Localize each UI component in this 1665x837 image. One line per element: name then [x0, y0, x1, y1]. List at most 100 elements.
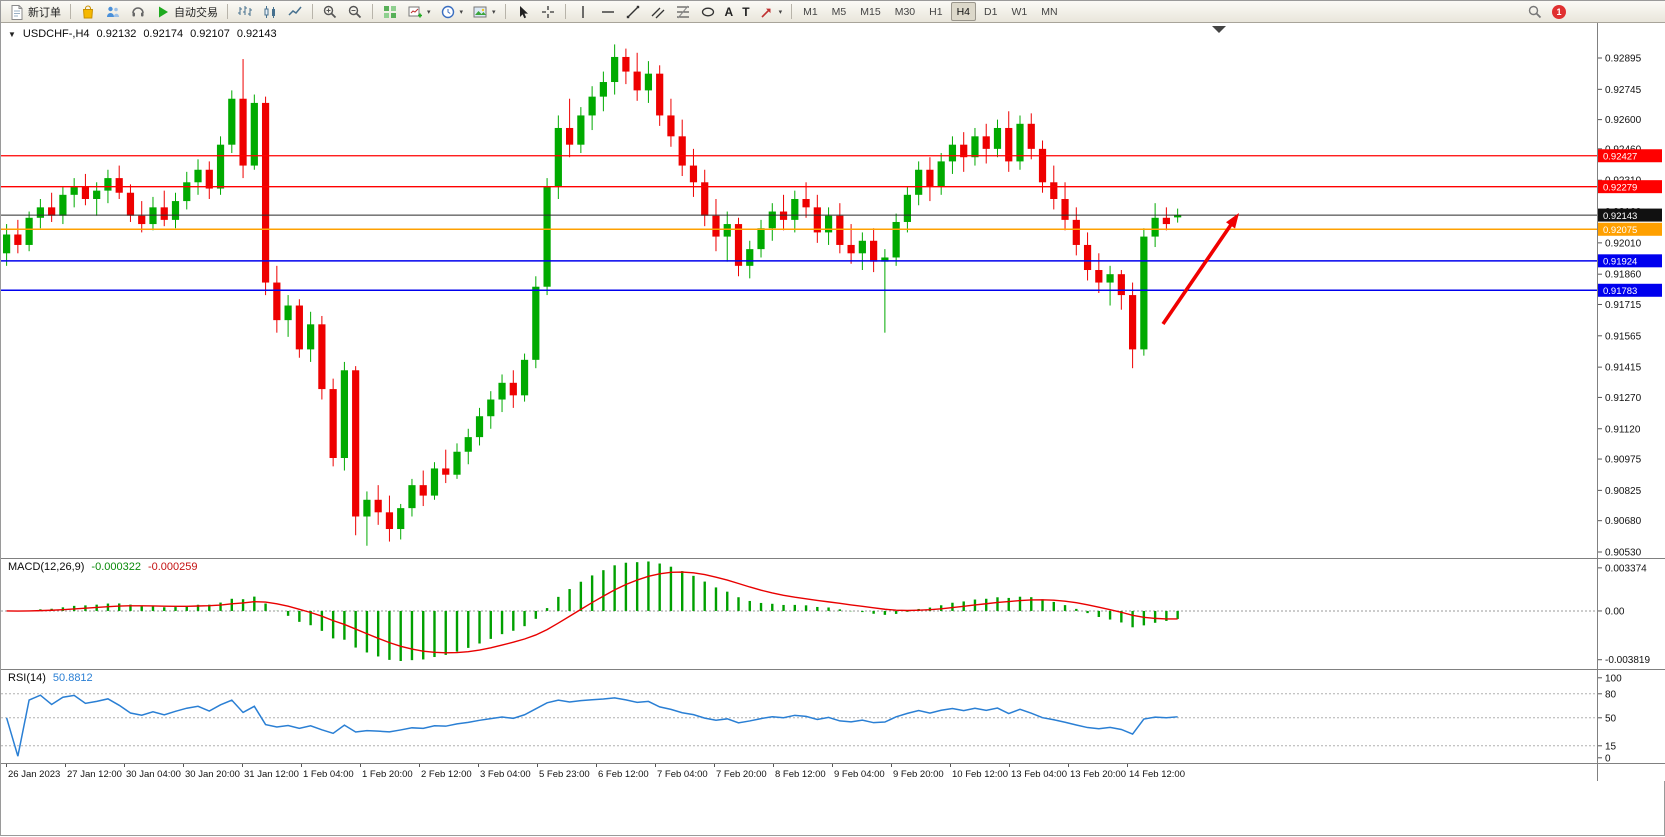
candle-body: [1162, 217, 1170, 225]
line-chart-button[interactable]: [283, 2, 307, 21]
candle-body: [419, 485, 427, 496]
new-order-button[interactable]: 新订单: [5, 2, 65, 21]
toolbar-separator: [372, 4, 373, 19]
market-button[interactable]: [76, 2, 100, 21]
fibonacci-button[interactable]: [671, 2, 695, 21]
candle-body: [329, 389, 337, 459]
trendline-button[interactable]: [621, 2, 645, 21]
toolbar-separator: [227, 4, 228, 19]
candle-body: [1016, 123, 1024, 162]
text-button[interactable]: A: [721, 2, 738, 21]
candle-body: [374, 499, 382, 513]
crosshair-button[interactable]: [536, 2, 560, 21]
text-tool-icon: A: [724, 4, 734, 19]
candle-body: [1106, 274, 1114, 283]
timeframe-button-d1[interactable]: D1: [978, 2, 1003, 21]
shapes-button[interactable]: [696, 2, 720, 21]
price-tick-label: 0.91860: [1605, 270, 1642, 281]
candle-body: [104, 178, 112, 191]
candle-body: [915, 169, 923, 195]
zoom-out-button[interactable]: [343, 2, 367, 21]
chart-symbol-title: USDCHF-,H4: [22, 28, 90, 40]
vertical-line-button[interactable]: [571, 2, 595, 21]
template-button[interactable]: ▾: [468, 2, 500, 21]
time-axis[interactable]: 26 Jan 2023 27 Jan 12:00 30 Jan 04:00 30 Ja…: [6, 764, 1186, 780]
rsi-scale-label: 80: [1605, 689, 1617, 700]
candle-body: [385, 512, 394, 530]
vertical-line-icon: [581, 5, 584, 18]
macd-indicator-label: MACD(12,26,9) -0.000322 -0.000259: [8, 561, 198, 573]
candle-body: [171, 201, 180, 220]
bar-chart-button[interactable]: [233, 2, 257, 21]
zoom-in-button[interactable]: [318, 2, 342, 21]
auto-trading-button[interactable]: 自动交易: [151, 2, 222, 21]
ohlc-low: 0.92107: [190, 28, 230, 40]
price-axis[interactable]: 0.928950.927450.926000.924600.923100.921…: [1597, 23, 1665, 781]
arrows-button[interactable]: ▾: [755, 2, 787, 21]
text-label-button[interactable]: T: [738, 2, 753, 21]
timeframe-button-m5[interactable]: M5: [826, 2, 853, 21]
candle-body: [1117, 274, 1125, 296]
candle-body: [228, 98, 236, 145]
rsi-panel[interactable]: [1, 693, 1597, 757]
timeframe-button-mn[interactable]: MN: [1035, 2, 1063, 21]
toolbar-separator: [504, 4, 506, 19]
candle-body: [644, 73, 653, 91]
main-plot[interactable]: [1, 44, 1597, 546]
candle-body: [881, 257, 889, 262]
signals-button[interactable]: [101, 2, 125, 21]
time-axis-label: 1 Feb 20:00: [362, 769, 413, 780]
period-button[interactable]: ▾: [436, 2, 468, 21]
time-axis-label: 8 Feb 12:00: [775, 769, 826, 780]
macd-scale-label: -0.003819: [1605, 655, 1650, 666]
candlestick-chart-button[interactable]: [258, 2, 282, 21]
candle-body: [903, 194, 911, 222]
macd-scale-label: 0.003374: [1605, 563, 1647, 574]
time-axis-label: 9 Feb 04:00: [834, 769, 885, 780]
tile-windows-button[interactable]: [378, 2, 402, 21]
candle-body: [183, 182, 191, 202]
cursor-button[interactable]: [511, 2, 535, 21]
timeframe-button-h1[interactable]: H1: [923, 2, 948, 21]
ohlc-open: 0.92132: [96, 28, 137, 40]
timeframe-button-h4[interactable]: H4: [950, 2, 977, 21]
macd-panel[interactable]: [1, 561, 1597, 661]
timeframe-toolbar: M1 M5 M15 M30 H1 H4 D1 W1 MN: [797, 2, 1063, 21]
candle-body: [948, 144, 957, 162]
price-line-label-box: [1598, 254, 1662, 268]
horizontal-line-button[interactable]: [596, 2, 620, 21]
channel-button[interactable]: [646, 2, 670, 21]
chart-header: ▼ USDCHF-,H4 0.92132 0.92174 0.92107 0.9…: [8, 28, 277, 40]
timeframe-button-m15[interactable]: M15: [854, 2, 886, 21]
trend-arrow[interactable]: [1161, 213, 1239, 326]
candle-body: [352, 370, 360, 517]
symbol-dropdown-icon[interactable]: ▼: [8, 29, 16, 39]
chart-shift-marker[interactable]: [1212, 26, 1226, 33]
search-icon[interactable]: [1527, 4, 1543, 20]
chevron-down-icon: ▾: [778, 8, 783, 16]
candle-body: [1061, 198, 1069, 220]
candle-body: [205, 169, 213, 189]
candle-body: [520, 359, 529, 396]
candle-body: [1050, 182, 1058, 199]
new-chart-button[interactable]: ▾: [403, 2, 435, 21]
timeframe-button-m1[interactable]: M1: [797, 2, 824, 21]
notification-badge[interactable]: 1: [1552, 4, 1566, 19]
arrow-shaft: [1161, 221, 1234, 326]
new-order-label: 新订单: [28, 6, 61, 19]
candle-body: [48, 207, 56, 216]
price-line-label-box: [1598, 180, 1662, 194]
time-axis-label: 9 Feb 20:00: [893, 769, 944, 780]
candle-body: [937, 161, 945, 187]
candle-body: [858, 240, 866, 254]
bar-chart-icon: [238, 5, 252, 16]
community-button[interactable]: [126, 2, 150, 21]
candle-body: [36, 207, 44, 218]
candle-body: [982, 136, 990, 149]
timeframe-button-m30[interactable]: M30: [889, 2, 921, 21]
candle-body: [126, 192, 135, 216]
timeframe-button-w1[interactable]: W1: [1005, 2, 1033, 21]
time-axis-label: 13 Feb 20:00: [1070, 769, 1126, 780]
macd-name: MACD(12,26,9): [8, 561, 85, 573]
